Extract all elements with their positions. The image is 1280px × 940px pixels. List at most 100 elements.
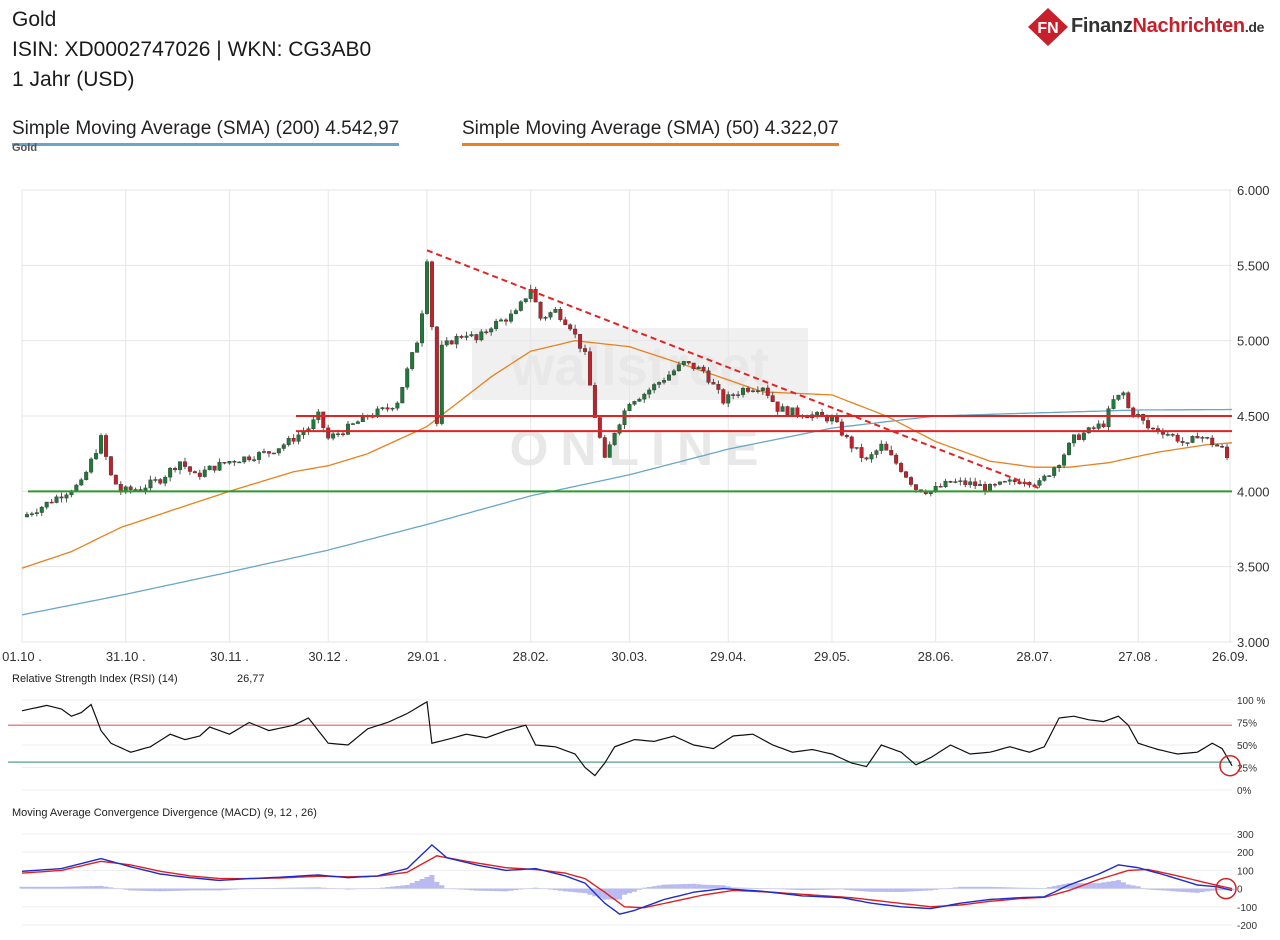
macd-histogram-bar xyxy=(473,888,479,891)
candle-up xyxy=(1096,423,1101,429)
macd-histogram-bar xyxy=(686,883,692,889)
price-xtick-label: 29.01 . xyxy=(407,649,447,664)
candle-down xyxy=(568,324,573,330)
macd-histogram-bar xyxy=(705,884,711,889)
brand-name: FinanzNachrichten.de xyxy=(1071,15,1264,38)
fn-badge-text: FN xyxy=(1037,20,1058,37)
macd-ytick-label: 200 xyxy=(1237,848,1254,859)
candle-up xyxy=(227,461,232,464)
candle-up xyxy=(627,404,632,411)
macd-histogram-bar xyxy=(893,888,899,892)
macd-histogram-bar xyxy=(972,886,978,889)
candle-up xyxy=(34,512,39,514)
candle-up xyxy=(355,421,360,424)
macd-histogram-bar xyxy=(1022,887,1028,889)
candle-down xyxy=(1012,479,1017,482)
macd-histogram-bar xyxy=(775,888,781,890)
candle-down xyxy=(992,484,997,486)
candle-down xyxy=(746,387,750,392)
candle-up xyxy=(29,513,34,515)
macd-histogram-bar xyxy=(1155,888,1161,891)
rsi-ytick-label: 100 % xyxy=(1237,696,1265,707)
macd-histogram-bar xyxy=(789,888,795,890)
macd-histogram-bar xyxy=(54,886,60,889)
macd-histogram-bar xyxy=(750,887,756,889)
finanznachrichten-logo[interactable]: FN FinanzNachrichten.de xyxy=(1028,6,1273,48)
macd-histogram-bar xyxy=(365,888,371,890)
candle-down xyxy=(963,480,968,485)
candle-down xyxy=(1126,392,1131,409)
rsi-value: 26,77 xyxy=(237,673,265,685)
candle-up xyxy=(400,387,405,404)
candle-down xyxy=(785,406,790,415)
macd-histogram-bar xyxy=(1150,888,1156,890)
macd-histogram-bar xyxy=(340,888,346,890)
brand-part-2: Nachrichten xyxy=(1132,15,1246,37)
macd-histogram-bar xyxy=(873,888,879,892)
macd-histogram-bar xyxy=(251,888,257,889)
macd-histogram-bar xyxy=(202,888,208,891)
candle-up xyxy=(415,342,420,353)
legend-sma200[interactable]: Simple Moving Average (SMA) (200) 4.542,… xyxy=(12,118,400,146)
macd-histogram-bar xyxy=(389,886,395,889)
macd-histogram-bar xyxy=(370,888,376,889)
candle-up xyxy=(1007,479,1012,482)
candle-down xyxy=(1160,431,1165,435)
fn-badge-icon: FN xyxy=(1028,8,1068,46)
candle-down xyxy=(913,484,918,490)
candle-up xyxy=(667,374,671,381)
macd-histogram-bar xyxy=(93,885,99,889)
macd-histogram-bar xyxy=(992,886,998,889)
price-ytick-label: 5.500 xyxy=(1237,258,1270,273)
macd-histogram-bar xyxy=(305,887,311,889)
candle-up xyxy=(760,387,765,391)
brand-part-3: .de xyxy=(1244,19,1265,35)
candle-down xyxy=(1180,441,1185,443)
period-label: 1 Jahr (USD) xyxy=(12,68,135,91)
macd-histogram-bar xyxy=(834,888,840,890)
macd-histogram-bar xyxy=(597,888,603,898)
macd-histogram-bar xyxy=(681,884,687,889)
candle-down xyxy=(578,334,583,349)
candle-up xyxy=(133,489,138,491)
candle-down xyxy=(1131,407,1136,416)
candle-down xyxy=(1210,437,1215,446)
candle-down xyxy=(1175,434,1180,442)
macd-histogram-bar xyxy=(1170,888,1176,892)
macd-histogram-bar xyxy=(1041,888,1047,889)
candle-up xyxy=(662,380,667,383)
price-xtick-label: 28.07. xyxy=(1016,649,1052,664)
rsi-title: Relative Strength Index (RSI) (14) xyxy=(12,673,178,685)
candle-up xyxy=(24,514,29,518)
macd-histogram-bar xyxy=(192,888,198,891)
candle-up xyxy=(953,481,958,483)
candle-up xyxy=(301,431,306,436)
macd-histogram-bar xyxy=(162,888,168,892)
candle-down xyxy=(948,480,953,483)
candle-up xyxy=(1200,437,1205,439)
candle-up xyxy=(741,387,746,395)
macd-histogram-bar xyxy=(78,886,84,889)
macd-histogram-bar xyxy=(147,888,153,892)
candle-down xyxy=(321,411,326,428)
macd-histogram-bar xyxy=(543,888,549,890)
macd-histogram-bar xyxy=(982,886,988,889)
macd-histogram-bar xyxy=(518,888,524,890)
macd-histogram-bar xyxy=(83,886,89,889)
macd-histogram-bar xyxy=(720,885,726,889)
candle-up xyxy=(1116,394,1121,400)
candle-up xyxy=(148,479,153,489)
macd-histogram-bar xyxy=(631,888,637,892)
macd-histogram-bar xyxy=(656,885,662,889)
candle-down xyxy=(429,261,434,328)
candle-down xyxy=(385,407,390,410)
macd-histogram-bar xyxy=(187,888,193,891)
price-ytick-label: 4.000 xyxy=(1237,484,1270,499)
candle-down xyxy=(484,331,489,334)
macd-histogram-bar xyxy=(1229,888,1235,891)
candle-down xyxy=(192,471,197,474)
legend-sma50[interactable]: Simple Moving Average (SMA) (50) 4.322,0… xyxy=(462,118,839,146)
macd-histogram-bar xyxy=(182,888,188,891)
isin-wkn-line: ISIN: XD0002747026 | WKN: CG3AB0 xyxy=(12,38,372,61)
macd-histogram-bar xyxy=(1199,888,1205,893)
